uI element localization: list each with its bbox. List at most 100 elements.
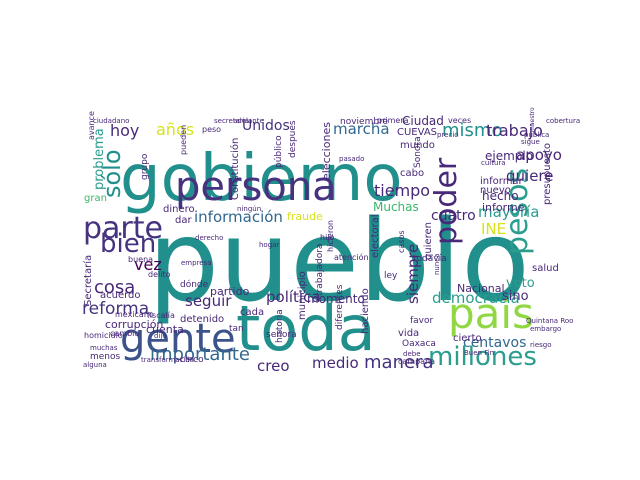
word-91: pública <box>524 131 549 139</box>
word-1: gobierno <box>120 142 402 216</box>
word-53: detenido <box>180 314 224 325</box>
word-99: dónde <box>180 279 209 290</box>
word-68: Secretaría <box>82 255 94 306</box>
word-20: años <box>156 120 194 139</box>
word-60: presupuesto <box>542 143 553 205</box>
word-56: Constitución <box>229 138 241 200</box>
word-73: haciendo <box>360 288 371 334</box>
word-39: sino <box>502 289 529 304</box>
word-59: dar <box>175 215 192 226</box>
word-57: gran <box>84 193 107 204</box>
word-103: trabajadora <box>315 244 325 296</box>
word-16: tiempo <box>374 181 430 200</box>
word-58: cada <box>240 307 264 318</box>
word-6: millones <box>428 342 537 372</box>
word-78: después <box>287 120 298 158</box>
word-17: cosa <box>94 277 135 298</box>
word-25: quiere <box>506 167 554 185</box>
word-61: electoral <box>370 214 381 258</box>
word-24: apoyo <box>516 146 562 164</box>
word-4: persona <box>175 164 337 210</box>
word-114: casos <box>397 230 406 253</box>
word-65: cabo <box>400 168 424 179</box>
word-5: país <box>448 289 534 338</box>
word-123: tan <box>229 324 244 334</box>
word-121: alguna <box>83 361 107 369</box>
word-72: Oaxaca <box>402 339 436 349</box>
word-71: informar <box>480 176 524 187</box>
word-67: CUEVAS <box>397 127 437 138</box>
word-7: pesos <box>500 168 535 255</box>
word-89: pueden <box>179 125 188 155</box>
word-125: pasado <box>339 155 364 163</box>
word-92: maestro <box>529 107 536 132</box>
word-51: salud <box>532 263 559 274</box>
word-44: hecho <box>482 189 519 203</box>
word-100: cinco <box>180 355 204 365</box>
word-90: público <box>274 135 284 168</box>
word-101: transformación <box>141 356 194 364</box>
word-79: Sonora <box>413 136 423 168</box>
word-66: cierto <box>453 333 482 344</box>
word-111: empresa <box>181 259 212 267</box>
word-12: importante <box>150 344 250 365</box>
word-117: embargo <box>530 325 561 333</box>
word-77: ley <box>384 271 398 281</box>
word-81: primera <box>377 116 409 125</box>
word-38: voto <box>506 276 535 291</box>
word-0: pueblo <box>148 197 530 327</box>
word-47: corrupción <box>105 318 163 331</box>
word-119: homicidio <box>84 331 123 340</box>
word-84: adelante <box>233 117 264 125</box>
word-97: cambio <box>110 329 139 338</box>
word-127: hogar <box>259 241 279 249</box>
word-120: muchas <box>90 344 118 352</box>
word-110: hicieron <box>326 220 335 252</box>
word-104: campaña <box>398 357 435 366</box>
word-122: señora <box>266 330 297 340</box>
word-116: Quintana Roo <box>526 317 573 325</box>
word-8: parte <box>83 211 163 246</box>
word-13: información <box>194 208 283 226</box>
word-48: fraude <box>287 210 323 223</box>
word-88: peso <box>202 125 221 134</box>
word-52: partido <box>210 285 250 298</box>
word-112: derecho <box>195 234 223 242</box>
word-21: hoy <box>110 121 139 140</box>
word-75: todavía <box>413 254 447 264</box>
word-102: historia <box>275 309 285 343</box>
word-31: siempre <box>404 244 422 304</box>
word-105: favor <box>410 316 434 326</box>
word-69: acuerdo <box>100 290 141 301</box>
word-85: secretaria <box>214 117 249 125</box>
word-108: precio <box>437 131 459 139</box>
word-74: diferentes <box>335 284 345 330</box>
word-94: mexicano <box>115 310 154 319</box>
word-113: ningún <box>237 205 261 213</box>
word-32: mayoría <box>478 203 539 221</box>
word-3: gente <box>120 316 236 362</box>
cloud-background <box>77 114 560 376</box>
word-14: mismo <box>442 120 502 141</box>
word-18: vez <box>134 255 162 274</box>
word-126: cultura <box>481 159 506 167</box>
word-62: quieren <box>423 222 434 260</box>
word-63: vida <box>398 328 419 339</box>
word-96: delito <box>148 270 171 279</box>
word-27: democracia <box>432 289 520 307</box>
word-82: veces <box>448 116 471 125</box>
word-23: trabajo <box>486 121 543 140</box>
word-19: reforma <box>82 299 149 319</box>
word-115: nunca <box>433 254 441 275</box>
word-9: bien <box>100 229 156 259</box>
word-109: atención <box>334 252 369 262</box>
word-128: sigue <box>521 138 540 146</box>
word-80: noviembre <box>340 117 389 127</box>
word-70: nuevo <box>480 185 511 196</box>
word-42: Ciudad <box>402 114 444 128</box>
word-10: poder <box>429 157 464 245</box>
word-129: hijo <box>320 233 335 242</box>
word-30: seguir <box>185 292 232 310</box>
word-11: sólo <box>98 149 126 198</box>
